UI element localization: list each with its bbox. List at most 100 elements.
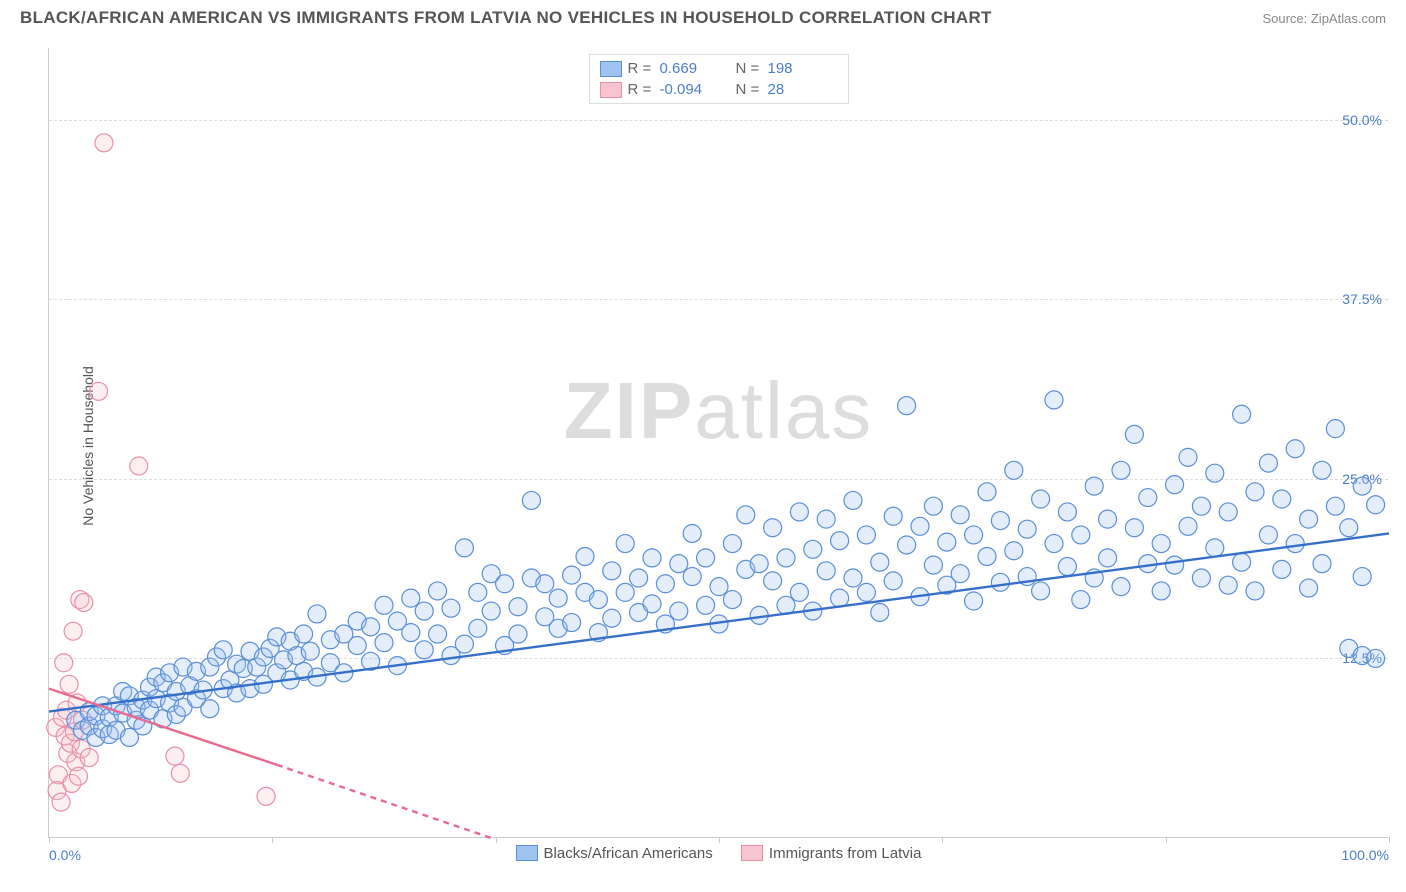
- data-point: [1286, 535, 1304, 553]
- data-point: [429, 582, 447, 600]
- data-point: [951, 565, 969, 583]
- data-point: [1206, 464, 1224, 482]
- xtick: [1166, 837, 1167, 843]
- data-point: [90, 382, 108, 400]
- data-point: [884, 507, 902, 525]
- data-point: [857, 526, 875, 544]
- r-value-pink: -0.094: [660, 79, 730, 100]
- data-point: [75, 593, 93, 611]
- data-point: [348, 637, 366, 655]
- data-point: [697, 596, 715, 614]
- data-point: [1192, 497, 1210, 515]
- data-point: [1072, 591, 1090, 609]
- data-point: [1259, 454, 1277, 472]
- data-point: [55, 654, 73, 672]
- data-point: [455, 635, 473, 653]
- data-point: [1233, 553, 1251, 571]
- data-point: [844, 491, 862, 509]
- legend-label-blue: Blacks/African Americans: [544, 845, 713, 862]
- xtick-label: 100.0%: [1342, 847, 1389, 863]
- scatter-svg: [49, 48, 1388, 837]
- data-point: [965, 526, 983, 544]
- data-point: [777, 549, 795, 567]
- data-point: [603, 609, 621, 627]
- data-point: [1112, 461, 1130, 479]
- data-point: [630, 569, 648, 587]
- data-point: [710, 578, 728, 596]
- data-point: [817, 510, 835, 528]
- data-point: [576, 547, 594, 565]
- data-point: [643, 595, 661, 613]
- data-point: [1125, 425, 1143, 443]
- data-point: [1139, 489, 1157, 507]
- data-point: [130, 457, 148, 475]
- r-value-blue: 0.669: [660, 58, 730, 79]
- r-label: R =: [628, 79, 654, 100]
- correlation-legend: R = 0.669 N = 198 R = -0.094 N = 28: [589, 54, 849, 104]
- data-point: [790, 583, 808, 601]
- data-point: [482, 602, 500, 620]
- data-point: [1099, 549, 1117, 567]
- data-point: [871, 553, 889, 571]
- data-point: [1166, 476, 1184, 494]
- data-point: [656, 575, 674, 593]
- swatch-blue-icon: [516, 845, 538, 861]
- data-point: [509, 598, 527, 616]
- data-point: [1326, 420, 1344, 438]
- data-point: [1032, 490, 1050, 508]
- data-point: [764, 519, 782, 537]
- data-point: [1313, 555, 1331, 573]
- data-point: [522, 491, 540, 509]
- xtick: [49, 837, 50, 843]
- data-point: [1259, 526, 1277, 544]
- data-point: [549, 589, 567, 607]
- data-point: [616, 535, 634, 553]
- data-point: [750, 555, 768, 573]
- data-point: [737, 506, 755, 524]
- data-point: [455, 539, 473, 557]
- data-point: [1246, 582, 1264, 600]
- data-point: [1367, 649, 1385, 667]
- data-point: [1152, 582, 1170, 600]
- n-value-pink: 28: [768, 79, 838, 100]
- data-point: [1166, 556, 1184, 574]
- r-label: R =: [628, 58, 654, 79]
- data-point: [978, 483, 996, 501]
- swatch-pink-icon: [600, 82, 622, 98]
- data-point: [991, 512, 1009, 530]
- legend-item-blue: Blacks/African Americans: [516, 845, 713, 862]
- data-point: [1219, 576, 1237, 594]
- chart-title: BLACK/AFRICAN AMERICAN VS IMMIGRANTS FRO…: [20, 8, 992, 28]
- data-point: [1112, 578, 1130, 596]
- data-point: [831, 589, 849, 607]
- legend-item-pink: Immigrants from Latvia: [741, 845, 922, 862]
- data-point: [670, 555, 688, 573]
- data-point: [563, 614, 581, 632]
- xtick: [1389, 837, 1390, 843]
- data-point: [1246, 483, 1264, 501]
- data-point: [1273, 560, 1291, 578]
- trendline: [277, 765, 491, 838]
- data-point: [415, 641, 433, 659]
- data-point: [1273, 490, 1291, 508]
- data-point: [804, 540, 822, 558]
- data-point: [1045, 391, 1063, 409]
- data-point: [831, 532, 849, 550]
- data-point: [80, 749, 98, 767]
- data-point: [64, 622, 82, 640]
- data-point: [616, 583, 634, 601]
- data-point: [1219, 503, 1237, 521]
- data-point: [697, 549, 715, 567]
- data-point: [857, 583, 875, 601]
- chart-plot-area: ZIPatlas 12.5%25.0%37.5%50.0% R = 0.669 …: [48, 48, 1388, 838]
- data-point: [402, 589, 420, 607]
- data-point: [429, 625, 447, 643]
- data-point: [536, 575, 554, 593]
- xtick: [719, 837, 720, 843]
- data-point: [1058, 503, 1076, 521]
- data-point: [295, 625, 313, 643]
- data-point: [1353, 477, 1371, 495]
- data-point: [469, 583, 487, 601]
- data-point: [171, 764, 189, 782]
- data-point: [1072, 526, 1090, 544]
